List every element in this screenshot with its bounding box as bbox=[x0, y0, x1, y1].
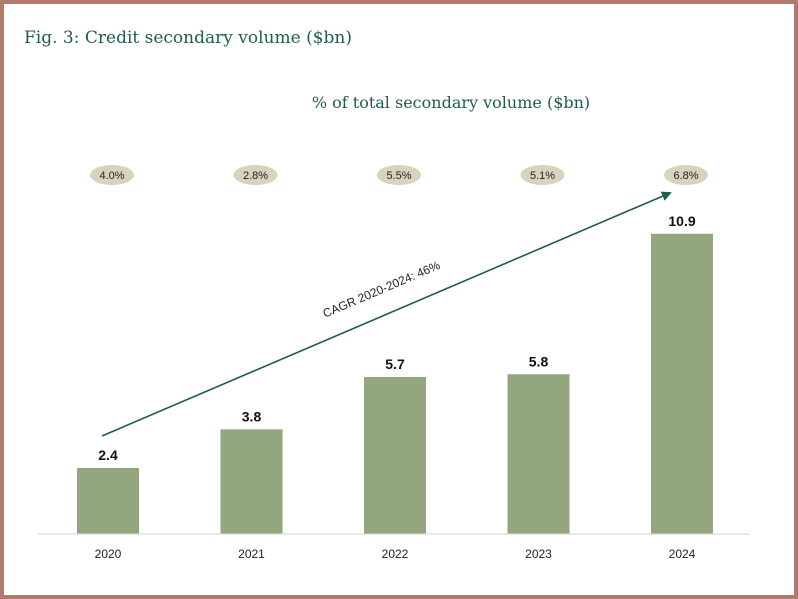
value-label-2021: 3.8 bbox=[242, 408, 262, 424]
percent-pill-2021 bbox=[233, 165, 278, 185]
cagr-annotation: CAGR 2020-2024: 46% bbox=[321, 258, 443, 321]
bars bbox=[77, 233, 713, 534]
percent-pill-2022 bbox=[377, 165, 421, 185]
percent-labels: 4.0% 2.8% 5.5% 5.1% 6.8% bbox=[90, 165, 708, 185]
bar-2021 bbox=[220, 429, 283, 534]
cagr-arrow bbox=[101, 191, 672, 437]
x-tick-2022: 2022 bbox=[382, 547, 409, 561]
percent-label-2024: 6.8% bbox=[673, 170, 698, 182]
x-tick-2021: 2021 bbox=[238, 547, 265, 561]
x-tick-2023: 2023 bbox=[525, 547, 552, 561]
percent-pill-2024 bbox=[664, 165, 708, 185]
percent-label-2022: 5.5% bbox=[386, 170, 411, 182]
figure-title: Fig. 3: Credit secondary volume ($bn) bbox=[24, 28, 352, 48]
x-tick-2020: 2020 bbox=[95, 547, 122, 561]
bar-2022 bbox=[364, 377, 426, 534]
value-labels: 2.4 3.8 5.7 5.8 10.9 bbox=[98, 213, 696, 463]
x-tick-labels: 2020 2021 2022 2023 2024 bbox=[95, 547, 696, 561]
percent-pill-2020 bbox=[90, 165, 134, 185]
percent-pill-2023 bbox=[520, 165, 565, 185]
bar-2024 bbox=[651, 233, 713, 534]
bar-2023 bbox=[507, 374, 570, 534]
value-label-2023: 5.8 bbox=[529, 353, 549, 369]
value-label-2024: 10.9 bbox=[668, 213, 695, 229]
percent-label-2023: 5.1% bbox=[530, 170, 555, 182]
chart-subtitle: % of total secondary volume ($bn) bbox=[312, 93, 590, 112]
bar-2020 bbox=[77, 467, 139, 534]
percent-label-2021: 2.8% bbox=[243, 170, 268, 182]
percent-label-2020: 4.0% bbox=[99, 170, 124, 182]
value-label-2020: 2.4 bbox=[98, 447, 118, 463]
x-tick-2024: 2024 bbox=[669, 547, 696, 561]
value-label-2022: 5.7 bbox=[385, 356, 405, 372]
